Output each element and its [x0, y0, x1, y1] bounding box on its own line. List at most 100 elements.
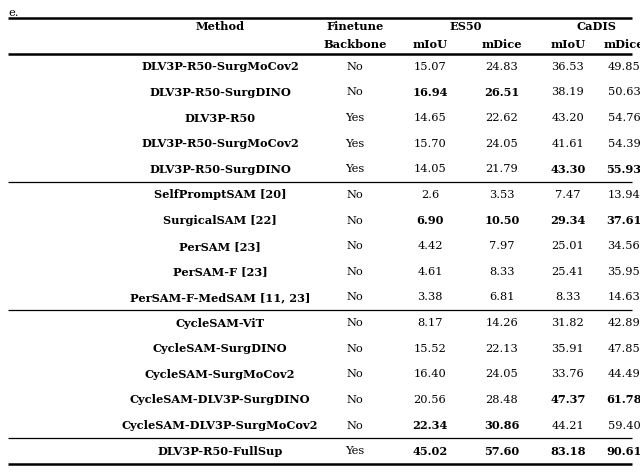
Text: No: No	[347, 241, 364, 251]
Text: No: No	[347, 421, 364, 430]
Text: 45.02: 45.02	[412, 446, 447, 457]
Text: CycleSAM-SurgDINO: CycleSAM-SurgDINO	[153, 343, 287, 354]
Text: No: No	[347, 62, 364, 72]
Text: 90.61: 90.61	[606, 446, 640, 457]
Text: PerSAM-F [23]: PerSAM-F [23]	[173, 266, 268, 278]
Text: 61.78: 61.78	[606, 395, 640, 405]
Text: No: No	[347, 395, 364, 405]
Text: 7.47: 7.47	[556, 190, 580, 200]
Text: Yes: Yes	[346, 113, 365, 123]
Text: 26.51: 26.51	[484, 87, 520, 98]
Text: mIoU: mIoU	[550, 40, 586, 51]
Text: 47.85: 47.85	[607, 344, 640, 354]
Text: 30.86: 30.86	[484, 420, 520, 431]
Text: No: No	[347, 190, 364, 200]
Text: ES50: ES50	[450, 22, 483, 33]
Text: Method: Method	[195, 22, 244, 33]
Text: 36.53: 36.53	[552, 62, 584, 72]
Text: 49.85: 49.85	[607, 62, 640, 72]
Text: 41.61: 41.61	[552, 139, 584, 149]
Text: 22.34: 22.34	[412, 420, 448, 431]
Text: 2.6: 2.6	[421, 190, 439, 200]
Text: 31.82: 31.82	[552, 318, 584, 328]
Text: 13.94: 13.94	[607, 190, 640, 200]
Text: Backbone: Backbone	[323, 40, 387, 51]
Text: 6.81: 6.81	[489, 293, 515, 303]
Text: CycleSAM-SurgMoCov2: CycleSAM-SurgMoCov2	[145, 369, 295, 380]
Text: Finetune: Finetune	[326, 22, 383, 33]
Text: No: No	[347, 87, 364, 97]
Text: PerSAM-F-MedSAM [11, 23]: PerSAM-F-MedSAM [11, 23]	[130, 292, 310, 303]
Text: 54.76: 54.76	[607, 113, 640, 123]
Text: 28.48: 28.48	[486, 395, 518, 405]
Text: 42.89: 42.89	[607, 318, 640, 328]
Text: 14.65: 14.65	[413, 113, 446, 123]
Text: CaDIS: CaDIS	[576, 22, 616, 33]
Text: 15.07: 15.07	[413, 62, 446, 72]
Text: 50.63: 50.63	[607, 87, 640, 97]
Text: DLV3P-R50: DLV3P-R50	[184, 112, 255, 124]
Text: e.: e.	[8, 8, 19, 18]
Text: 22.13: 22.13	[486, 344, 518, 354]
Text: 22.62: 22.62	[486, 113, 518, 123]
Text: 16.94: 16.94	[412, 87, 448, 98]
Text: 14.05: 14.05	[413, 164, 446, 174]
Text: 37.61: 37.61	[606, 215, 640, 226]
Text: No: No	[347, 216, 364, 226]
Text: 8.33: 8.33	[489, 267, 515, 277]
Text: PerSAM [23]: PerSAM [23]	[179, 241, 261, 252]
Text: mDice: mDice	[482, 40, 522, 51]
Text: 24.05: 24.05	[486, 369, 518, 379]
Text: 44.21: 44.21	[552, 421, 584, 430]
Text: 3.53: 3.53	[489, 190, 515, 200]
Text: DLV3P-R50-FullSup: DLV3P-R50-FullSup	[157, 446, 283, 457]
Text: 24.83: 24.83	[486, 62, 518, 72]
Text: 15.70: 15.70	[413, 139, 446, 149]
Text: 6.90: 6.90	[416, 215, 444, 226]
Text: Yes: Yes	[346, 164, 365, 174]
Text: 57.60: 57.60	[484, 446, 520, 457]
Text: 8.33: 8.33	[556, 293, 580, 303]
Text: DLV3P-R50-SurgMoCov2: DLV3P-R50-SurgMoCov2	[141, 61, 299, 72]
Text: No: No	[347, 344, 364, 354]
Text: No: No	[347, 318, 364, 328]
Text: 83.18: 83.18	[550, 446, 586, 457]
Text: 8.17: 8.17	[417, 318, 443, 328]
Text: SurgicalSAM [22]: SurgicalSAM [22]	[163, 215, 277, 226]
Text: 14.63: 14.63	[607, 293, 640, 303]
Text: 29.34: 29.34	[550, 215, 586, 226]
Text: 7.97: 7.97	[489, 241, 515, 251]
Text: No: No	[347, 369, 364, 379]
Text: CycleSAM-DLV3P-SurgDINO: CycleSAM-DLV3P-SurgDINO	[130, 395, 310, 405]
Text: 35.91: 35.91	[552, 344, 584, 354]
Text: 54.39: 54.39	[607, 139, 640, 149]
Text: 14.26: 14.26	[486, 318, 518, 328]
Text: CycleSAM-DLV3P-SurgMoCov2: CycleSAM-DLV3P-SurgMoCov2	[122, 420, 318, 431]
Text: 35.95: 35.95	[607, 267, 640, 277]
Text: 21.79: 21.79	[486, 164, 518, 174]
Text: mIoU: mIoU	[413, 40, 447, 51]
Text: DLV3P-R50-SurgMoCov2: DLV3P-R50-SurgMoCov2	[141, 138, 299, 149]
Text: 34.56: 34.56	[607, 241, 640, 251]
Text: 4.42: 4.42	[417, 241, 443, 251]
Text: Yes: Yes	[346, 139, 365, 149]
Text: 3.38: 3.38	[417, 293, 443, 303]
Text: 16.40: 16.40	[413, 369, 446, 379]
Text: 10.50: 10.50	[484, 215, 520, 226]
Text: 38.19: 38.19	[552, 87, 584, 97]
Text: 44.49: 44.49	[607, 369, 640, 379]
Text: mDice: mDice	[604, 40, 640, 51]
Text: DLV3P-R50-SurgDINO: DLV3P-R50-SurgDINO	[149, 164, 291, 175]
Text: Yes: Yes	[346, 446, 365, 456]
Text: 47.37: 47.37	[550, 395, 586, 405]
Text: CycleSAM-ViT: CycleSAM-ViT	[175, 318, 264, 329]
Text: 20.56: 20.56	[413, 395, 446, 405]
Text: 55.93: 55.93	[607, 164, 640, 175]
Text: No: No	[347, 267, 364, 277]
Text: 25.01: 25.01	[552, 241, 584, 251]
Text: 59.40: 59.40	[607, 421, 640, 430]
Text: 43.20: 43.20	[552, 113, 584, 123]
Text: 24.05: 24.05	[486, 139, 518, 149]
Text: 43.30: 43.30	[550, 164, 586, 175]
Text: DLV3P-R50-SurgDINO: DLV3P-R50-SurgDINO	[149, 87, 291, 98]
